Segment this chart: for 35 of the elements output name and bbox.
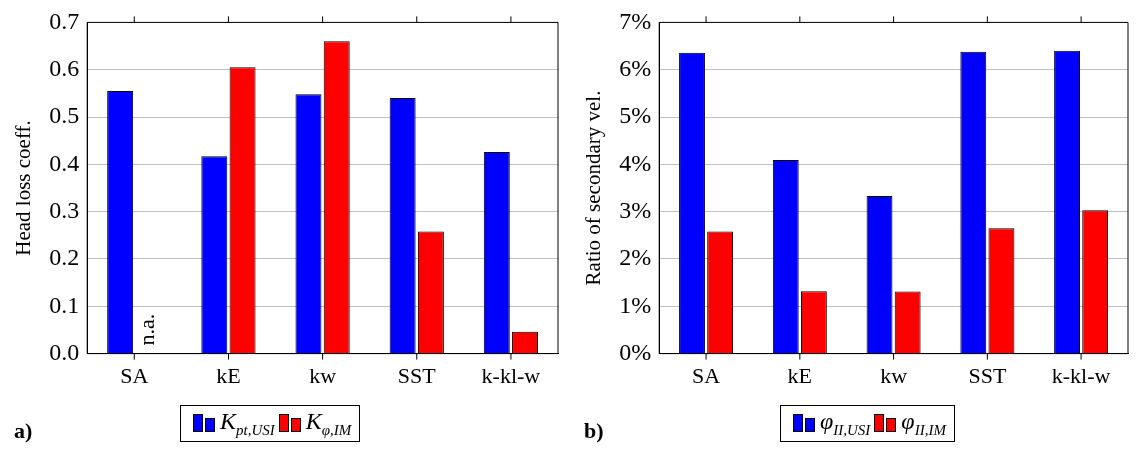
y-tick-label: 0.1 [49,291,80,318]
legend-label: φ$_{II,IM}$ [901,408,946,439]
y-tick-label: 0% [619,338,652,365]
x-tick-label: k-kl-w [1051,362,1111,388]
x-tick-label: SA [120,362,149,388]
y-tick-label: 0.7 [49,7,80,34]
annotation: n.a. [134,313,160,346]
x-tick-label: SA [692,362,721,388]
y-tick-label: 0.4 [49,149,80,176]
legend-label: K$_{φ,IM}$ [305,408,352,439]
x-tick-label: k-kl-w [481,362,541,388]
y-axis-title: Head loss coeff. [11,120,36,256]
y-tick-label: 2% [619,244,652,271]
y-tick-label: 0.0 [49,338,80,365]
y-tick-label: 6% [619,55,652,82]
y-tick-label: 3% [619,196,652,223]
text: a) [14,418,33,444]
x-tick-label: SST [968,362,1007,388]
x-tick-label: kE [216,362,241,388]
x-tick-label: kw [880,362,908,388]
y-tick-label: 0.5 [49,102,80,129]
y-tick-label: 5% [619,102,652,129]
y-tick-label: 0.6 [49,55,80,82]
x-tick-label: kw [309,362,337,388]
legend-label: K$_{pt,USI}$ [220,408,275,439]
y-tick-label: 4% [619,149,652,176]
y-tick-label: 7% [619,7,652,34]
y-tick-label: 0.2 [49,244,80,271]
x-tick-label: SST [397,362,437,388]
y-tick-label: 1% [619,291,652,318]
y-tick-label: 0.3 [49,196,80,223]
legend-label: φ$_{II,USI}$ [820,408,871,439]
x-tick-label: kE [787,362,813,388]
y-axis-title: Ratio of secondary vel. [581,90,606,286]
text: b) [584,418,604,444]
